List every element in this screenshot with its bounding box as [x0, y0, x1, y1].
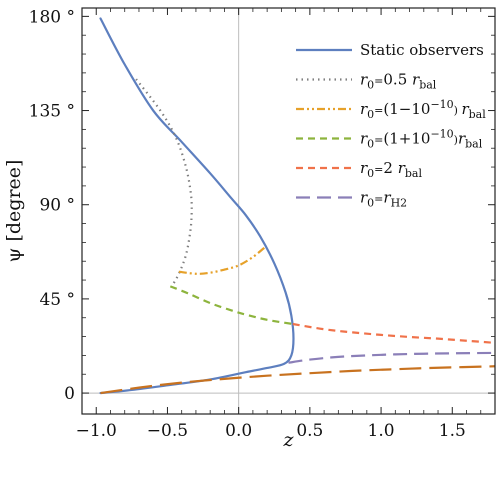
legend-label-1: r0=0.5 rbal [360, 71, 437, 92]
series-line-4 [292, 322, 496, 344]
y-tick-label: 90 ° [39, 196, 75, 216]
x-axis-label: z [282, 429, 294, 451]
axis-ticks [81, 8, 496, 414]
series-line-6 [100, 365, 496, 395]
legend-label-4: r0=2 rbal [360, 159, 422, 180]
y-tick-label: 135 ° [29, 102, 75, 122]
x-tick-label: 0.0 [225, 421, 252, 441]
reference-lines [82, 8, 495, 414]
y-tick-label: 180 ° [29, 7, 75, 27]
plot-frame [81, 7, 496, 415]
y-tick-label: 0 [64, 384, 75, 404]
series-line-5 [288, 351, 496, 364]
x-tick-label: 0.5 [296, 421, 323, 441]
series-group [99, 17, 496, 395]
legend-label-0: Static observers [360, 41, 484, 59]
series-line-1 [135, 78, 193, 287]
x-tick-label: 1.0 [368, 421, 395, 441]
legend-label-3: r0=(1+10−10)rbal [360, 128, 483, 151]
y-axis-label: ψ [degree] [3, 160, 25, 263]
x-tick-label: −1.0 [76, 421, 117, 441]
legend-label-2: r0=(1−10−10) rbal [360, 98, 486, 121]
legend-label-5: r0=rH2 [360, 189, 407, 210]
series-line-0 [99, 17, 295, 395]
y-tick-label: 45 ° [39, 290, 75, 310]
x-tick-label: −0.5 [147, 421, 188, 441]
x-tick-label: 1.5 [439, 421, 466, 441]
series-line-3 [169, 285, 293, 326]
tick-labels: −1.0 −0.5 0.0 0.5 1.0 1.5 0 45 ° 90 ° 135 ° 180 ° [29, 7, 466, 441]
series-line-2 [178, 245, 267, 275]
legend: Static observers r0=0.5 rbal r0=(1−10−10) … [296, 41, 486, 210]
